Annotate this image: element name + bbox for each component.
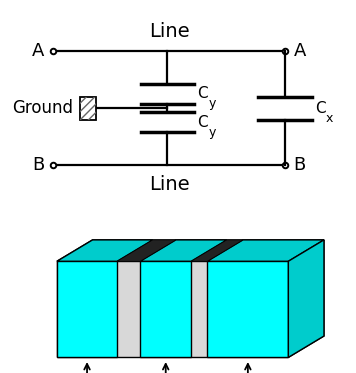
Polygon shape xyxy=(207,240,324,261)
Polygon shape xyxy=(57,240,153,261)
Text: A: A xyxy=(294,42,306,60)
Text: B: B xyxy=(32,156,44,174)
Text: B: B xyxy=(294,156,306,174)
Polygon shape xyxy=(288,240,324,357)
Polygon shape xyxy=(207,261,288,357)
Text: C: C xyxy=(198,115,208,130)
Polygon shape xyxy=(117,240,176,261)
Bar xyxy=(80,97,96,120)
Text: Ground: Ground xyxy=(12,99,73,117)
Text: C: C xyxy=(315,101,326,116)
Polygon shape xyxy=(191,240,243,261)
Text: A: A xyxy=(32,42,44,60)
Polygon shape xyxy=(140,261,191,357)
Text: y: y xyxy=(208,126,216,139)
Text: x: x xyxy=(326,112,333,125)
Text: Line: Line xyxy=(149,22,189,41)
Text: y: y xyxy=(208,97,216,110)
Polygon shape xyxy=(288,240,324,357)
Bar xyxy=(80,97,96,120)
Polygon shape xyxy=(140,240,227,261)
Polygon shape xyxy=(57,240,324,261)
Polygon shape xyxy=(57,261,288,357)
Polygon shape xyxy=(57,261,117,357)
Text: C: C xyxy=(198,87,208,101)
Text: Line: Line xyxy=(149,175,189,194)
